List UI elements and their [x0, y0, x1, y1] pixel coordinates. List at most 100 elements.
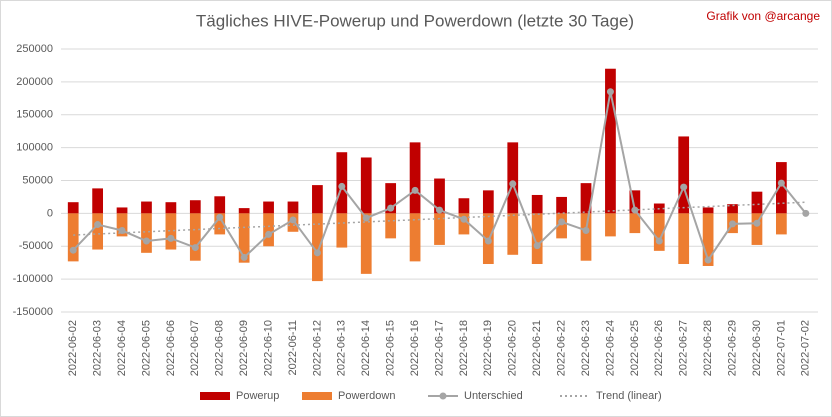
marker — [777, 179, 785, 187]
x-tick-label: 2022-06-30 — [751, 320, 763, 376]
y-tick-label: -150000 — [13, 306, 53, 318]
marker — [167, 234, 175, 242]
marker — [313, 249, 321, 257]
x-tick-label: 2022-06-10 — [262, 320, 274, 376]
x-tick-label: 2022-06-28 — [702, 320, 714, 376]
bar — [336, 213, 348, 248]
bar — [312, 185, 323, 214]
y-tick-label: -50000 — [19, 240, 53, 252]
marker — [606, 88, 614, 96]
bar — [605, 213, 616, 237]
x-tick-label: 2022-07-02 — [800, 320, 812, 376]
marker — [338, 182, 346, 190]
marker — [460, 215, 468, 223]
marker — [753, 219, 761, 227]
x-tick-label: 2022-06-22 — [556, 320, 568, 376]
bar — [702, 213, 714, 266]
x-tick-label: 2022-06-09 — [238, 320, 250, 376]
marker — [533, 242, 541, 250]
bar — [629, 213, 641, 234]
bar — [263, 201, 274, 214]
x-tick-label: 2022-06-20 — [507, 320, 519, 376]
x-tick-label: 2022-06-06 — [165, 320, 177, 376]
marker — [802, 209, 810, 217]
bar — [385, 183, 397, 214]
x-tick-label: 2022-06-19 — [482, 320, 494, 376]
x-tick-label: 2022-06-23 — [580, 320, 592, 376]
bar — [141, 213, 152, 253]
x-tick-label: 2022-06-12 — [311, 320, 323, 376]
x-tick-label: 2022-06-11 — [287, 320, 299, 375]
y-tick-label: 250000 — [16, 43, 53, 55]
bar — [727, 204, 738, 214]
bar — [775, 162, 787, 214]
bar — [287, 201, 299, 214]
bar — [482, 190, 494, 214]
bar — [751, 213, 763, 245]
bar — [434, 213, 445, 245]
bar — [678, 213, 690, 265]
marker — [191, 244, 199, 252]
bar — [165, 213, 177, 250]
x-tick-label: 2022-06-02 — [67, 320, 79, 376]
bar — [67, 202, 79, 214]
marker — [484, 237, 492, 245]
bar — [434, 178, 445, 214]
bar — [409, 142, 421, 214]
bar — [580, 183, 592, 214]
bar — [605, 68, 616, 214]
marker — [265, 230, 273, 238]
chart-title: Tägliches HIVE-Powerup und Powerdown (le… — [196, 11, 634, 30]
bar — [629, 190, 641, 214]
x-tick-label: 2022-06-05 — [140, 320, 152, 376]
x-tick-label: 2022-06-14 — [360, 320, 372, 376]
marker — [729, 220, 737, 228]
y-tick-label: 100000 — [16, 142, 53, 154]
y-tick-label: 200000 — [16, 76, 53, 88]
bar — [458, 198, 470, 214]
y-tick-label: 50000 — [22, 174, 53, 186]
marker — [216, 213, 224, 221]
marker — [387, 204, 395, 212]
line — [73, 201, 806, 236]
x-tick-label: 2022-06-15 — [385, 320, 397, 376]
x-tick-label: 2022-06-16 — [409, 320, 421, 376]
bar — [580, 213, 592, 261]
marker — [69, 246, 77, 254]
bar — [189, 200, 201, 214]
bar — [214, 213, 226, 235]
bar — [751, 191, 763, 214]
bar — [165, 202, 177, 214]
bar — [238, 208, 250, 214]
x-tick-label: 2022-07-01 — [775, 320, 787, 376]
marker — [558, 218, 566, 226]
bar — [556, 213, 567, 239]
bar — [141, 201, 152, 214]
x-tick-label: 2022-06-03 — [92, 320, 104, 376]
marker — [655, 237, 663, 245]
bar — [263, 213, 274, 247]
x-tick-label: 2022-06-08 — [214, 320, 226, 376]
marker — [704, 256, 712, 264]
marker — [509, 180, 517, 188]
bar — [531, 213, 543, 265]
bar — [214, 196, 226, 214]
marker — [631, 206, 639, 214]
bar — [385, 213, 397, 239]
bar — [116, 207, 128, 214]
marker — [142, 237, 150, 245]
bar — [67, 213, 79, 262]
marker — [289, 216, 297, 224]
annotation: Grafik von @arcange — [706, 9, 820, 23]
bar — [116, 213, 128, 237]
marker — [362, 214, 370, 222]
bar — [312, 213, 323, 282]
bar — [360, 157, 372, 214]
marker — [436, 206, 443, 214]
x-tick-label: 2022-06-21 — [531, 320, 543, 376]
bar — [189, 213, 201, 261]
legend-label: Powerdown — [338, 390, 395, 402]
x-tick-label: 2022-06-13 — [336, 320, 348, 376]
bar — [238, 213, 250, 263]
legend-swatch — [200, 392, 230, 400]
